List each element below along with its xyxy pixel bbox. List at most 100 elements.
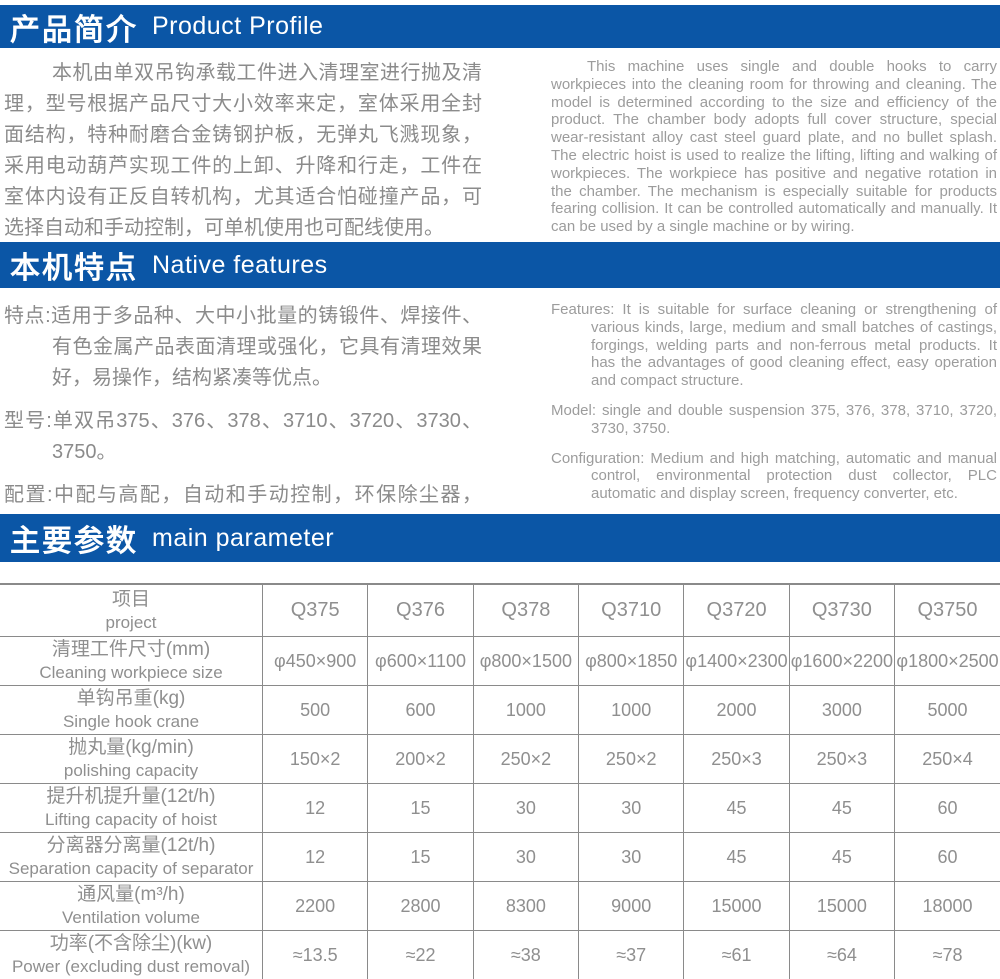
row-label-zh: 功率(不含除尘)(kw) [49, 933, 213, 954]
table-header-model-cell: Q3750 [894, 583, 1000, 637]
feature-item-zh: 型号:单双吊375、376、378、3710、3720、3730、3750。 [4, 406, 482, 468]
row-label-cell: 清理工件尺寸(mm) Cleaning workpiece size [0, 636, 263, 686]
table-header-model-cell: Q375 [261, 583, 369, 637]
section-header-main-parameter: 主要参数 main parameter [0, 514, 1000, 562]
parameter-value-cell: 2000 [683, 685, 790, 735]
parameter-value-cell: 45 [683, 783, 790, 833]
parameter-value-cell: φ1400×2300 [683, 636, 790, 686]
parameter-value-cell: 18000 [894, 881, 1000, 931]
parameter-value-cell: φ1600×2200 [788, 636, 896, 686]
parameter-value-cell: 2200 [261, 881, 369, 931]
parameter-value-cell: 45 [788, 832, 896, 882]
parameter-value-cell: φ450×900 [261, 636, 369, 686]
feature-item-text: 单双吊375、376、378、3710、3720、3730、3750。 [51, 410, 482, 463]
feature-item-label: Configuration: [551, 449, 645, 467]
parameter-value-cell: 250×3 [683, 734, 790, 784]
features-content: 特点:适用于多品种、大中小批量的铸锻件、焊接件、有色金属产品表面清理或强化，它具… [4, 301, 997, 554]
parameter-value-cell: 8300 [472, 881, 580, 931]
feature-item-label: Model: [551, 401, 597, 419]
parameter-value-cell: ≈13.5 [261, 930, 369, 979]
table-header-model-cell: Q3730 [788, 583, 896, 637]
row-label-en: Power (excluding dust removal) [11, 957, 251, 976]
feature-item-label: 配置: [4, 484, 53, 506]
feature-item-en: Configuration: Medium and high matching,… [551, 450, 997, 503]
parameter-value-cell: ≈37 [578, 930, 685, 979]
row-label-zh: 通风量(m³/h) [77, 884, 185, 905]
section-title-zh-main-parameter: 主要参数 [10, 525, 138, 558]
parameter-value-cell: φ1800×2500 [894, 636, 1000, 686]
row-label-en: Separation capacity of separator [8, 859, 254, 878]
table-row: 功率(不含除尘)(kw) Power (excluding dust remova… [0, 930, 1000, 979]
parameter-value-cell: 60 [894, 832, 1000, 882]
profile-paragraph-zh: 本机由单双吊钩承载工件进入清理室进行抛及清理，型号根据产品尺寸大小效率来定，室体… [4, 62, 482, 239]
parameter-value-cell: 250×3 [788, 734, 896, 784]
row-label-cell: 提升机提升量(12t/h) Lifting capacity of hoist [0, 783, 263, 833]
profile-content: 本机由单双吊钩承载工件进入清理室进行抛及清理，型号根据产品尺寸大小效率来定，室体… [4, 58, 997, 244]
table-header-model-cell: Q376 [367, 583, 474, 637]
parameter-value-cell: 45 [788, 783, 896, 833]
parameter-value-cell: 250×2 [472, 734, 580, 784]
row-label-en: Single hook crane [62, 712, 200, 731]
table-row: 提升机提升量(12t/h) Lifting capacity of hoist 12… [0, 783, 1000, 833]
table-header-row: 项目 project Q375 Q376 Q378 Q3710 Q3720 Q3730 Q375… [0, 583, 1000, 637]
parameter-value-cell: ≈78 [894, 930, 1000, 979]
parameter-value-cell: ≈64 [788, 930, 896, 979]
row-label-zh: 提升机提升量(12t/h) [46, 786, 216, 807]
section-header-native-features: 本机特点 Native features [0, 242, 1000, 288]
row-label-zh: 清理工件尺寸(mm) [51, 639, 211, 660]
parameter-value-cell: 1000 [472, 685, 580, 735]
section-header-product-profile: 产品简介 Product Profile [0, 5, 1000, 48]
parameter-value-cell: φ600×1100 [367, 636, 474, 686]
row-label-en: Lifting capacity of hoist [45, 810, 217, 829]
parameter-value-cell: 200×2 [367, 734, 474, 784]
row-label-cell: 功率(不含除尘)(kw) Power (excluding dust remova… [0, 930, 263, 979]
parameter-value-cell: 12 [261, 783, 369, 833]
table-header-model-cell: Q3720 [683, 583, 790, 637]
parameter-value-cell: 3000 [788, 685, 896, 735]
parameter-value-cell: 600 [367, 685, 474, 735]
feature-item-label: 特点: [4, 305, 51, 327]
feature-item-zh: 特点:适用于多品种、大中小批量的铸锻件、焊接件、有色金属产品表面清理或强化，它具… [4, 301, 482, 394]
table-header-model-cell: Q378 [472, 583, 580, 637]
parameter-value-cell: ≈22 [367, 930, 474, 979]
parameter-value-cell: 5000 [894, 685, 1000, 735]
parameter-value-cell: ≈61 [683, 930, 790, 979]
section-title-zh-product-profile: 产品简介 [10, 13, 138, 47]
parameter-value-cell: 9000 [578, 881, 685, 931]
parameter-value-cell: 500 [261, 685, 369, 735]
parameter-value-cell: 250×4 [894, 734, 1000, 784]
parameter-value-cell: 1000 [578, 685, 685, 735]
profile-paragraph-en: This machine uses single and double hook… [551, 58, 997, 236]
table-row: 通风量(m³/h) Ventilation volume 2200 2800 8300 9… [0, 881, 1000, 931]
parameter-value-cell: 15000 [788, 881, 896, 931]
parameter-value-cell: 12 [261, 832, 369, 882]
parameter-value-cell: 45 [683, 832, 790, 882]
row-label-cell: 分离器分离量(12t/h) Separation capacity of sepa… [0, 832, 263, 882]
parameter-value-cell: 15 [367, 832, 474, 882]
table-header-project-zh: 项目 [111, 588, 150, 610]
section-title-zh-native-features: 本机特点 [10, 252, 138, 285]
features-list-en: Features: It is suitable for surface cle… [551, 301, 997, 554]
table-header-project-en: project [105, 612, 157, 632]
parameter-value-cell: 15000 [683, 881, 790, 931]
table-header-model-cell: Q3710 [578, 583, 685, 637]
row-label-zh: 分离器分离量(12t/h) [46, 835, 216, 856]
feature-item-text: It is suitable for surface cleaning or s… [591, 301, 997, 390]
feature-item-label: 型号: [4, 410, 52, 432]
row-label-en: polishing capacity [63, 761, 199, 780]
parameter-value-cell: 15 [367, 783, 474, 833]
section-title-en-main-parameter: main parameter [152, 523, 335, 552]
row-label-cell: 单钩吊重(kg) Single hook crane [0, 685, 263, 735]
row-label-en: Ventilation volume [62, 908, 200, 927]
feature-item-en: Model: single and double suspension 375,… [551, 402, 997, 438]
table-row: 分离器分离量(12t/h) Separation capacity of sepa… [0, 832, 1000, 882]
parameter-value-cell: ≈38 [472, 930, 580, 979]
section-title-en-product-profile: Product Profile [152, 12, 324, 40]
parameter-value-cell: 2800 [367, 881, 474, 931]
table-header-project-cell: 项目 project [0, 583, 263, 637]
table-row: 单钩吊重(kg) Single hook crane 500 600 1000 1000 2… [0, 685, 1000, 735]
feature-item-text: Medium and high matching, automatic and … [591, 449, 997, 503]
parameter-value-cell: 30 [472, 832, 580, 882]
feature-item-text: 适用于多品种、大中小批量的铸锻件、焊接件、有色金属产品表面清理或强化，它具有清理… [50, 305, 482, 389]
